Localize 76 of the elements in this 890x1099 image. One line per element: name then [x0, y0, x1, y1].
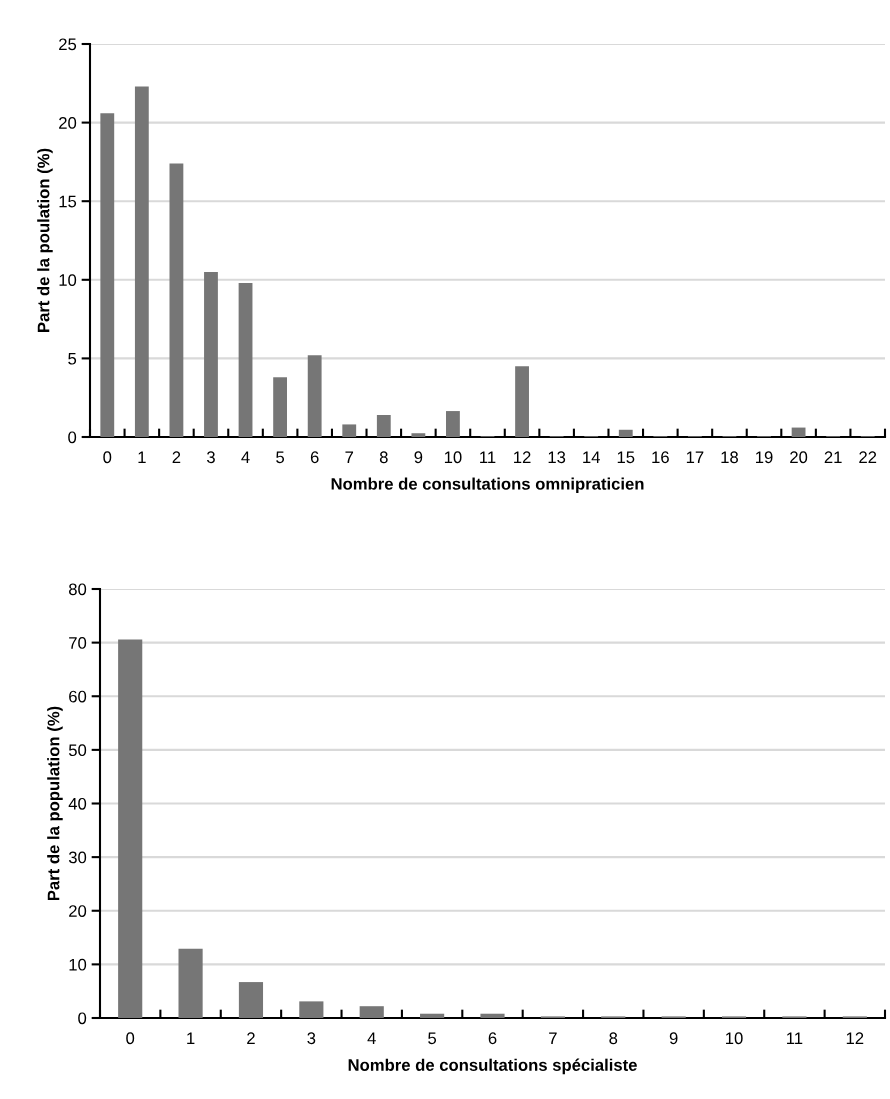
y-tick-label: 10 [59, 274, 77, 286]
x-tick-label: 5 [428, 1032, 437, 1045]
bar [376, 414, 391, 437]
x-tick-label: 8 [609, 1032, 618, 1045]
bar [100, 113, 115, 437]
x-tick-label: 15 [617, 451, 635, 464]
bar [178, 948, 203, 1018]
y-axis-title: Part de la population (%) [47, 706, 63, 901]
bar [273, 377, 288, 437]
x-tick-label: 2 [172, 451, 181, 463]
bar [307, 355, 322, 437]
bar [238, 982, 264, 1018]
bar [618, 429, 633, 437]
bar [238, 282, 253, 437]
bar [169, 163, 184, 437]
x-tick-label: 20 [790, 451, 808, 464]
x-axis-title: Nombre de consultations spécialiste [348, 1058, 637, 1075]
x-tick-label: 14 [583, 451, 600, 463]
x-tick-label: 9 [414, 451, 423, 464]
x-tick-label: 18 [721, 451, 738, 464]
bar [420, 1013, 445, 1018]
y-tick-label: 10 [69, 958, 87, 971]
bar [204, 271, 218, 437]
x-tick-label: 17 [686, 451, 704, 463]
y-tick-label: 80 [68, 583, 87, 596]
x-tick-label: 5 [276, 451, 285, 464]
y-tick-label: 70 [69, 637, 87, 649]
y-tick-label: 15 [59, 195, 77, 208]
bar [791, 427, 806, 437]
y-tick-label: 0 [68, 431, 77, 444]
x-tick-label: 22 [859, 451, 877, 463]
y-tick-label: 25 [59, 38, 77, 51]
y-tick-label: 20 [69, 905, 87, 917]
x-tick-label: 4 [367, 1032, 376, 1044]
x-tick-label: 12 [514, 451, 531, 463]
x-tick-label: 7 [345, 451, 354, 463]
x-tick-label: 3 [206, 451, 215, 464]
x-tick-label: 8 [379, 451, 388, 464]
bar [446, 411, 460, 437]
y-tick-label: 5 [68, 352, 77, 365]
x-tick-label: 6 [310, 451, 319, 464]
y-tick-label: 50 [68, 744, 87, 757]
x-tick-label: 16 [652, 451, 669, 464]
bar [118, 639, 143, 1018]
y-tick-label: 30 [68, 851, 87, 864]
bar [359, 1006, 384, 1018]
y-tick-label: 20 [59, 117, 77, 129]
x-tick-label: 10 [444, 451, 462, 464]
x-tick-label: 21 [824, 451, 842, 463]
y-axis-title: Part de la poulation (%) [37, 148, 53, 332]
y-tick-label: 0 [78, 1012, 87, 1025]
x-tick-label: 0 [103, 451, 112, 464]
x-tick-label: 12 [846, 1032, 864, 1044]
bar [515, 366, 529, 437]
x-tick-label: 3 [307, 1032, 316, 1045]
x-axis-title: Nombre de consultations omnipraticien [331, 477, 644, 494]
y-tick-label: 40 [68, 797, 87, 810]
x-tick-label: 9 [669, 1032, 678, 1045]
x-tick-label: 19 [756, 451, 773, 464]
x-tick-label: 13 [548, 451, 566, 464]
bar [411, 433, 426, 437]
x-tick-label: 2 [247, 1032, 255, 1044]
bar [299, 1001, 324, 1018]
bar [134, 86, 149, 437]
x-tick-label: 11 [787, 1032, 803, 1044]
bar [342, 424, 357, 437]
y-tick-label: 60 [69, 690, 87, 703]
x-tick-label: 11 [480, 451, 496, 463]
x-tick-label: 1 [138, 451, 146, 463]
x-tick-label: 6 [488, 1032, 497, 1045]
x-tick-label: 0 [126, 1032, 135, 1045]
bar [480, 1013, 505, 1018]
x-tick-label: 10 [726, 1032, 743, 1045]
x-tick-label: 4 [241, 451, 250, 463]
x-tick-label: 1 [187, 1032, 195, 1044]
x-tick-label: 7 [549, 1032, 557, 1044]
